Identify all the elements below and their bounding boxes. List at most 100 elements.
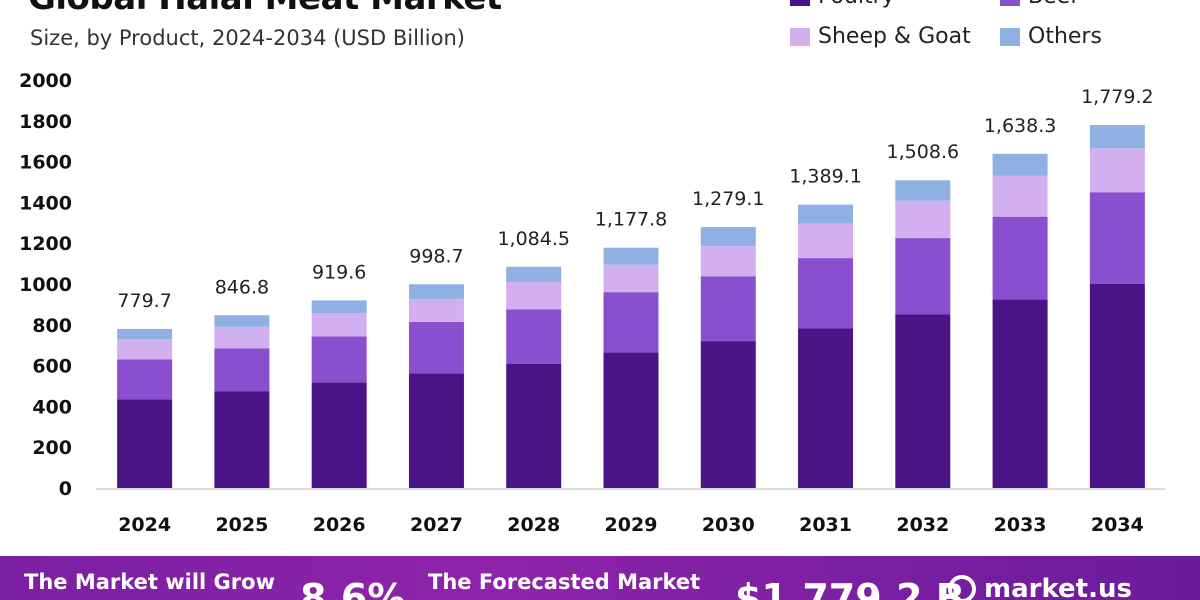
chart-title: Global Halal Meat Market: [28, 0, 502, 18]
grow-label: The Market will Grow: [24, 570, 275, 594]
bar-segment-beef-2028: [506, 309, 562, 364]
bar-segment-others-2033: [992, 153, 1048, 176]
bar-segment-beef-2029: [603, 292, 659, 353]
bar-segment-poultry-2031: [798, 328, 854, 488]
bar-segment-poultry-2034: [1089, 284, 1145, 488]
bar-segment-beef-2030: [700, 276, 756, 342]
bar-segment-sheep-goat-2028: [506, 281, 562, 310]
forecast-value: $1,779.2 B: [735, 576, 965, 600]
y-tick-label: 400: [32, 396, 72, 418]
legend-item-poultry: Poultry: [790, 0, 895, 9]
x-tick-label-2032: 2032: [896, 514, 949, 536]
bar-segment-beef-2034: [1089, 192, 1145, 284]
x-tick-label-2028: 2028: [507, 514, 560, 536]
bar-segment-poultry-2033: [992, 299, 1048, 488]
bar-segment-beef-2031: [798, 258, 854, 329]
bar-segment-poultry-2025: [214, 391, 270, 488]
y-tick-label: 600: [32, 356, 72, 378]
total-label-2024: 779.7: [117, 290, 171, 312]
x-tick-label-2026: 2026: [313, 514, 366, 536]
bar-segment-beef-2032: [895, 238, 951, 315]
total-label-2032: 1,508.6: [887, 141, 960, 163]
bar-segment-poultry-2029: [603, 352, 659, 488]
x-tick-label-2030: 2030: [702, 514, 755, 536]
x-tick-label-2024: 2024: [118, 514, 171, 536]
legend-label-poultry: Poultry: [818, 0, 895, 9]
cagr-value: 8.6%: [300, 576, 406, 600]
x-tick-label-2034: 2034: [1091, 514, 1144, 536]
bar-segment-others-2028: [506, 266, 562, 282]
bar-segment-poultry-2030: [700, 341, 756, 488]
bar-segment-others-2026: [311, 300, 367, 314]
forecast-label: The Forecasted Market: [428, 570, 701, 594]
x-tick-label-2027: 2027: [410, 514, 463, 536]
bar-segment-beef-2026: [311, 336, 367, 383]
x-tick-label-2033: 2033: [994, 514, 1047, 536]
x-tick-label-2025: 2025: [215, 514, 268, 536]
bar-segment-sheep-goat-2025: [214, 326, 270, 349]
bar-segment-poultry-2026: [311, 382, 367, 488]
legend-swatch-poultry: [790, 0, 810, 6]
legend-label-sheep-goat: Sheep & Goat: [818, 24, 971, 49]
total-label-2034: 1,779.2: [1081, 86, 1154, 108]
total-label-2029: 1,177.8: [595, 209, 668, 231]
brand-name: market.us: [984, 574, 1132, 600]
legend-item-sheep-goat: Sheep & Goat: [790, 24, 971, 49]
legend-label-beef: Beef: [1028, 0, 1078, 9]
bar-segment-poultry-2032: [895, 314, 951, 488]
bar-segment-others-2030: [700, 227, 756, 247]
bar-segment-others-2029: [603, 247, 659, 265]
bar-segment-others-2034: [1089, 125, 1145, 149]
stacked-bar-chart: 0 200 400 600 800 1000 1200 1400 1600 1800 2000 779…: [19, 70, 1166, 536]
bar-segment-others-2027: [408, 284, 464, 299]
total-label-2028: 1,084.5: [497, 228, 570, 250]
x-tick-label-2031: 2031: [799, 514, 852, 536]
bar-segment-others-2024: [117, 328, 173, 340]
bar-segment-poultry-2027: [408, 373, 464, 488]
bar-segment-sheep-goat-2033: [992, 175, 1048, 217]
bar-segment-others-2032: [895, 180, 951, 201]
bar-segment-sheep-goat-2034: [1089, 148, 1145, 193]
y-tick-label: 1400: [19, 192, 72, 214]
bar-segment-sheep-goat-2024: [117, 339, 173, 360]
bar-segment-beef-2027: [408, 321, 464, 374]
y-tick-label: 200: [32, 437, 72, 459]
bar-segment-sheep-goat-2027: [408, 298, 464, 322]
bar-segment-sheep-goat-2030: [700, 246, 756, 277]
bar-segment-sheep-goat-2026: [311, 313, 367, 337]
bar-segment-sheep-goat-2031: [798, 223, 854, 259]
bar-segment-others-2031: [798, 204, 854, 224]
bottom-banner: The Market will Grow 8.6% The Forecasted…: [0, 556, 1200, 600]
bar-segment-beef-2033: [992, 216, 1048, 300]
y-tick-label: 2000: [19, 70, 72, 92]
legend-item-beef: Beef: [1000, 0, 1078, 9]
y-tick-label: 1000: [19, 274, 72, 296]
chart-subtitle: Size, by Product, 2024-2034 (USD Billion…: [30, 26, 465, 50]
total-label-2025: 846.8: [215, 276, 269, 298]
total-label-2031: 1,389.1: [789, 166, 862, 188]
total-label-2027: 998.7: [409, 245, 463, 267]
y-tick-label: 1200: [19, 233, 72, 255]
bar-segment-beef-2024: [117, 359, 173, 400]
total-label-2026: 919.6: [312, 261, 366, 283]
y-tick-label: 800: [32, 315, 72, 337]
market-us-logo-icon: [948, 575, 976, 600]
bar-segment-others-2025: [214, 315, 270, 327]
bar-segment-beef-2025: [214, 348, 270, 392]
brand-logo: market.us: [948, 574, 1132, 600]
legend-swatch-beef: [1000, 0, 1020, 6]
legend-swatch-sheep-goat: [790, 27, 810, 46]
total-label-2030: 1,279.1: [692, 188, 765, 210]
y-tick-label: 0: [59, 478, 72, 500]
legend-item-others: Others: [1000, 24, 1102, 49]
bar-segment-sheep-goat-2029: [603, 264, 659, 293]
legend-swatch-others: [1000, 27, 1020, 46]
total-label-2033: 1,638.3: [984, 115, 1057, 137]
legend-label-others: Others: [1028, 24, 1102, 49]
bar-segment-poultry-2024: [117, 399, 173, 488]
bar-segment-poultry-2028: [506, 363, 562, 488]
bar-segment-sheep-goat-2032: [895, 200, 951, 239]
x-tick-label-2029: 2029: [605, 514, 658, 536]
y-tick-label: 1800: [19, 111, 72, 133]
y-tick-label: 1600: [19, 152, 72, 174]
